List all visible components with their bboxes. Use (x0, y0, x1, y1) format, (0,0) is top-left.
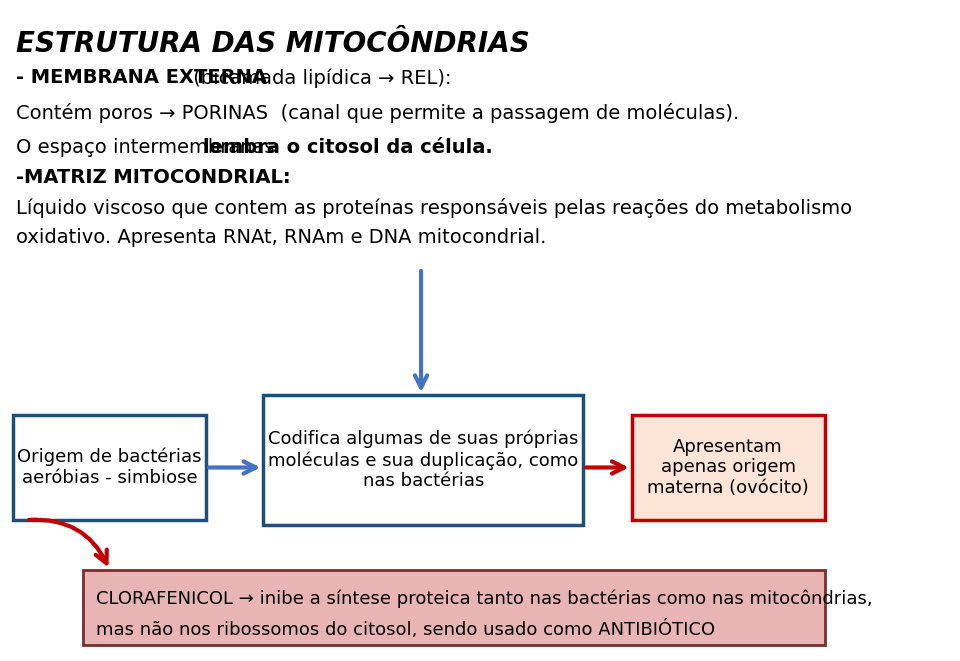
Text: Codifica algumas de suas próprias
moléculas e sua duplicação, como
nas bactérias: Codifica algumas de suas próprias molécu… (268, 430, 579, 490)
Text: Apresentam
apenas origem
materna (ovócito): Apresentam apenas origem materna (ovócit… (647, 438, 809, 497)
Bar (13, 415, 206, 520)
Text: O espaço intermembranas: O espaço intermembranas (15, 138, 280, 157)
Bar (263, 395, 584, 525)
Text: - MEMBRANA EXTERNA: - MEMBRANA EXTERNA (15, 68, 267, 87)
Text: oxidativo. Apresenta RNAt, RNAm e DNA mitocondrial.: oxidativo. Apresenta RNAt, RNAm e DNA mi… (15, 228, 546, 247)
Text: mas não nos ribossomos do citosol, sendo usado como ANTIBIÓTICO: mas não nos ribossomos do citosol, sendo… (97, 620, 715, 639)
Bar (632, 415, 825, 520)
Text: lembra o citosol da célula.: lembra o citosol da célula. (203, 138, 492, 157)
Text: ESTRUTURA DAS MITOCÔNDRIAS: ESTRUTURA DAS MITOCÔNDRIAS (15, 30, 530, 58)
Text: Origem de bactérias
aeróbias - simbiose: Origem de bactérias aeróbias - simbiose (17, 448, 202, 487)
Text: CLORAFENICOL → inibe a síntese proteica tanto nas bactérias como nas mitocôndria: CLORAFENICOL → inibe a síntese proteica … (97, 590, 873, 609)
Text: -MATRIZ MITOCONDRIAL:: -MATRIZ MITOCONDRIAL: (15, 168, 291, 187)
Text: Contém poros → PORINAS  (canal que permite a passagem de moléculas).: Contém poros → PORINAS (canal que permit… (15, 103, 739, 123)
FancyArrowPatch shape (29, 520, 107, 563)
Text: (bicamada lipídica → REL):: (bicamada lipídica → REL): (187, 68, 451, 87)
Bar (84, 570, 825, 645)
Text: Líquido viscoso que contem as proteínas responsáveis pelas reações do metabolism: Líquido viscoso que contem as proteínas … (15, 198, 852, 218)
